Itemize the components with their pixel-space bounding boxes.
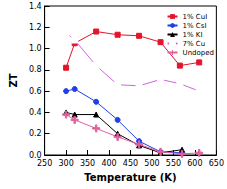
- svg-text:550: 550: [166, 159, 181, 168]
- svg-text:650: 650: [209, 159, 224, 168]
- svg-text:450: 450: [123, 159, 138, 168]
- svg-text:500: 500: [144, 159, 159, 168]
- svg-text:1% CuI: 1% CuI: [183, 13, 208, 21]
- svg-text:1% KI: 1% KI: [183, 31, 203, 39]
- svg-text:350: 350: [80, 159, 95, 168]
- svg-text:1% CsI: 1% CsI: [183, 22, 207, 30]
- svg-text:0.0: 0.0: [28, 150, 42, 160]
- svg-text:0.8: 0.8: [29, 65, 42, 74]
- svg-text:0.6: 0.6: [29, 87, 42, 96]
- svg-text:400: 400: [101, 159, 116, 168]
- svg-text:1.4: 1.4: [29, 2, 42, 11]
- svg-text:600: 600: [187, 159, 202, 168]
- svg-text:300: 300: [58, 159, 73, 168]
- svg-text:Undoped: Undoped: [183, 49, 214, 57]
- svg-text:0.4: 0.4: [29, 108, 42, 117]
- svg-text:1.0: 1.0: [29, 44, 42, 53]
- svg-text:250: 250: [37, 159, 52, 168]
- svg-text:1.2: 1.2: [29, 23, 42, 32]
- svg-text:0.2: 0.2: [29, 129, 42, 138]
- svg-text:7% Cu: 7% Cu: [183, 40, 206, 48]
- svg-text:ZT: ZT: [8, 73, 19, 87]
- svg-text:Temperature (K): Temperature (K): [84, 172, 176, 183]
